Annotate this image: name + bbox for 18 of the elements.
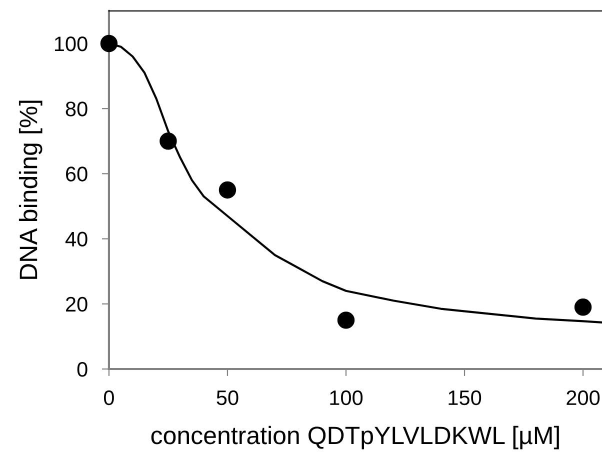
x-tick-label: 0 [104, 390, 114, 406]
point [160, 132, 177, 150]
y-axis-title: DNA binding [%] [18, 100, 42, 279]
y-tick-label: 0 [77, 362, 88, 377]
y-tick-label: 100 [54, 36, 88, 52]
point [100, 34, 118, 52]
point [337, 312, 355, 329]
y-tick-label: 80 [66, 102, 88, 116]
x-tick-label: 200 [566, 390, 600, 406]
y-tick-label: 20 [66, 296, 88, 312]
x-tick-label: 50 [216, 390, 238, 406]
x-tick-label: 100 [330, 390, 363, 406]
y-tick-label: 60 [66, 166, 88, 182]
y-tick-label: 40 [65, 232, 88, 247]
point [574, 298, 592, 316]
point [218, 181, 236, 199]
x-axis-title: concentration QDTpYLVLDKWL [µM] [151, 426, 559, 450]
x-tick-label: 150 [448, 390, 482, 406]
